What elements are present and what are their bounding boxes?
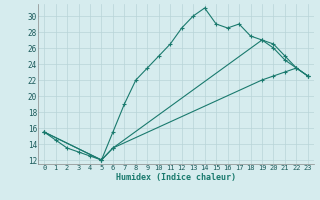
X-axis label: Humidex (Indice chaleur): Humidex (Indice chaleur) [116, 173, 236, 182]
